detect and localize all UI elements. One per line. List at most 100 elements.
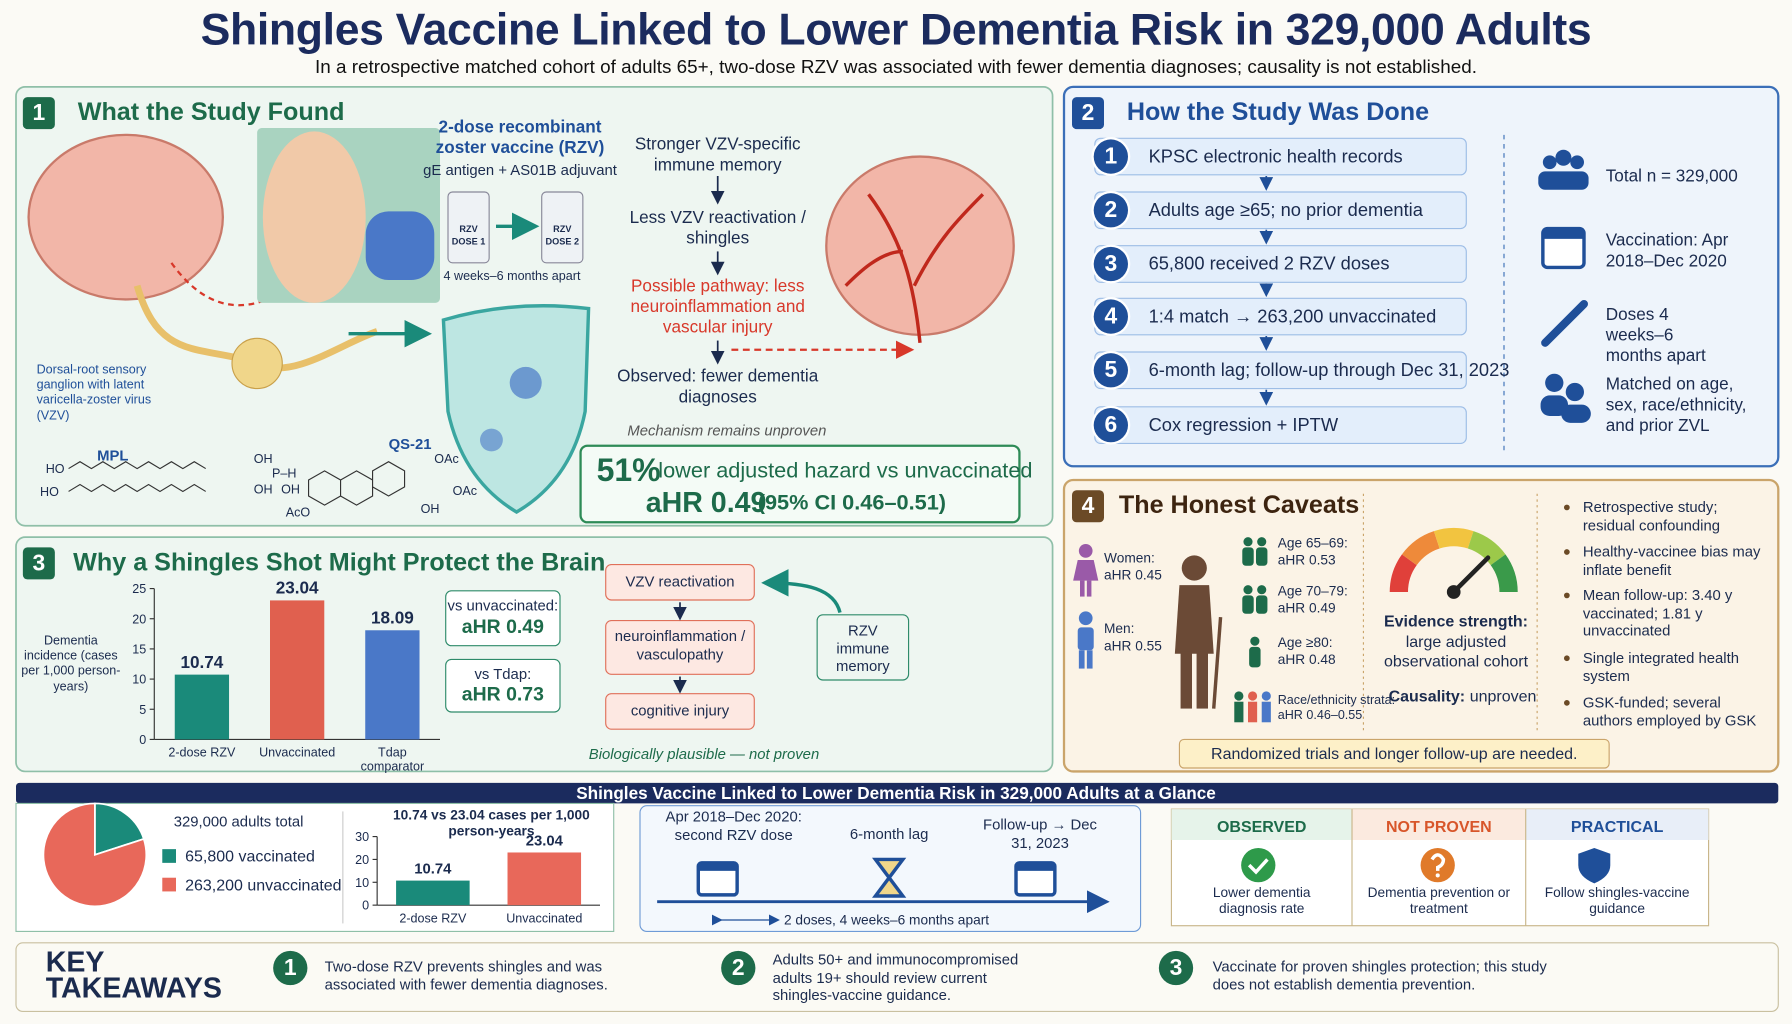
age-label: Age 70–79:: [1277, 582, 1348, 599]
value-label: 23.04: [276, 578, 319, 598]
caveat: Healthy-vaccinee bias may inflate benefi…: [1582, 542, 1761, 578]
qs21-label: QS-21: [388, 435, 432, 453]
caveat: Mean follow-up: 3.40 y vaccinated; 1.81 …: [1582, 586, 1733, 640]
section-title: The Honest Caveats: [1118, 490, 1360, 519]
mechanism-note: Mechanism remains unproven: [627, 421, 827, 439]
age-label: Age 65–69:: [1277, 534, 1348, 551]
section-title: Why a Shingles Shot Might Protect the Br…: [73, 547, 606, 576]
icon-calendar: [698, 862, 738, 871]
chem-label: HO: [39, 485, 59, 500]
step-number: 6: [1093, 407, 1128, 443]
result-box: [579, 444, 1021, 524]
subgroup-ahr: aHR 0.45: [1103, 566, 1162, 583]
icon-race: [1234, 691, 1271, 723]
subgroup-label: Women:: [1103, 549, 1155, 566]
race-note: Race/ethnicity strata: aHR 0.46–0.55: [1277, 693, 1396, 723]
icon-elder: [1196, 651, 1208, 709]
interval: 4 weeks–6 months apart: [443, 269, 581, 284]
shield: [441, 304, 591, 514]
vial: [447, 191, 490, 264]
vial-dose: DOSE 2: [545, 236, 580, 247]
takeaway-text: Adults 50+ and immunocompromised adults …: [772, 950, 1019, 1004]
pathway-step: Less VZV reactivation / shingles: [629, 207, 806, 248]
flow-step: VZV reactivation: [625, 572, 735, 590]
memory-label: RZV immune memory: [836, 621, 890, 675]
section-badge: 3: [22, 547, 55, 580]
panel-head: OBSERVED: [1216, 817, 1307, 836]
bullet: [1563, 655, 1570, 662]
icon-people: [1538, 171, 1589, 190]
subtitle: In a retrospective matched cohort of adu…: [315, 57, 1477, 78]
timeline-label: Apr 2018–Dec 2020: second RZV dose: [665, 807, 802, 843]
subgroup-label: Men:: [1103, 620, 1135, 637]
icon-age: [1242, 595, 1254, 614]
result-text: lower adjusted hazard vs unvaccinated: [658, 459, 1033, 484]
vaccine-name: 2-dose recombinant zoster vaccine (RZV): [435, 117, 605, 158]
pie-title: 329,000 adults total: [173, 812, 304, 830]
age-label: Age ≥80:: [1277, 634, 1333, 651]
ganglion: [231, 337, 283, 390]
takeaway-number: 2: [721, 950, 756, 986]
icon-age: [1257, 585, 1267, 595]
icon-people: [1570, 155, 1584, 170]
chem-label: OH: [281, 483, 300, 498]
step-number: 4: [1093, 299, 1128, 334]
x-tick-label: 2-dose RZV: [399, 911, 467, 925]
ganglion-label: Dorsal-root sensory ganglion with latent…: [36, 363, 152, 423]
flow-box: [605, 693, 755, 730]
step-number: 2: [1093, 193, 1128, 228]
icon-age: [1255, 595, 1268, 614]
y-tick-label: 20: [132, 612, 146, 626]
section-title: What the Study Found: [77, 97, 345, 126]
causality-label: Causality:: [1388, 686, 1466, 706]
y-tick-label: 0: [139, 733, 146, 747]
icon-race: [1261, 701, 1271, 723]
section-title: How the Study Was Done: [1126, 97, 1430, 126]
icon-question: [1435, 873, 1440, 878]
vessels: [844, 193, 985, 344]
icon-calendar: [1015, 862, 1055, 871]
y-tick-label: 0: [362, 899, 369, 913]
result-percent: 51%: [596, 452, 661, 488]
y-axis-label: Dementia incidence (cases per 1,000 pers…: [21, 634, 121, 694]
icon-people: [1542, 155, 1557, 170]
panel-head: NOT PROVEN: [1385, 817, 1492, 836]
title: Shingles Vaccine Linked to Lower Dementi…: [200, 5, 1592, 55]
comparison-label: vs Tdap:: [474, 665, 532, 683]
icon-race: [1234, 701, 1244, 723]
molecule: [307, 461, 406, 506]
memory-box: [816, 614, 910, 681]
chem-label: OH: [253, 483, 273, 498]
section-badge: 4: [1071, 490, 1104, 523]
step-number: 5: [1093, 353, 1128, 388]
chem-label: OAc: [434, 452, 459, 467]
flow-box: [605, 619, 755, 675]
icon-question: [1420, 847, 1455, 883]
gauge-needle: [1451, 555, 1491, 595]
y-tick-label: 15: [132, 642, 146, 656]
ahr-box: [445, 590, 561, 647]
footer-box: [1178, 738, 1610, 769]
chem-label: OH: [253, 452, 273, 467]
mpl-label: MPL: [97, 446, 129, 464]
timeline-label: 6-month lag: [849, 825, 929, 843]
bar: [365, 630, 420, 740]
y-tick-label: 5: [139, 703, 146, 717]
bar: [396, 880, 470, 906]
timeline-note: 2 doses, 4 weeks–6 months apart: [783, 911, 990, 928]
icon-race: [1234, 691, 1244, 701]
icon-match: [1540, 373, 1591, 423]
panel-text: Dementia prevention or treatment: [1367, 884, 1511, 918]
icon-match: [1565, 382, 1584, 402]
icon-hourglass: [871, 857, 907, 898]
panel-text: Lower dementia diagnosis rate: [1212, 884, 1311, 918]
age-ahr: aHR 0.49: [1277, 599, 1336, 616]
icon-elder: [1181, 555, 1207, 581]
takeaway-text: Vaccinate for proven shingles protection…: [1212, 957, 1547, 993]
vial: [541, 191, 584, 264]
antigen: gE antigen + AS01B adjuvant: [423, 161, 617, 179]
glove: [365, 211, 435, 280]
icon-shield: [1578, 847, 1611, 884]
icon-woman: [1078, 543, 1093, 558]
